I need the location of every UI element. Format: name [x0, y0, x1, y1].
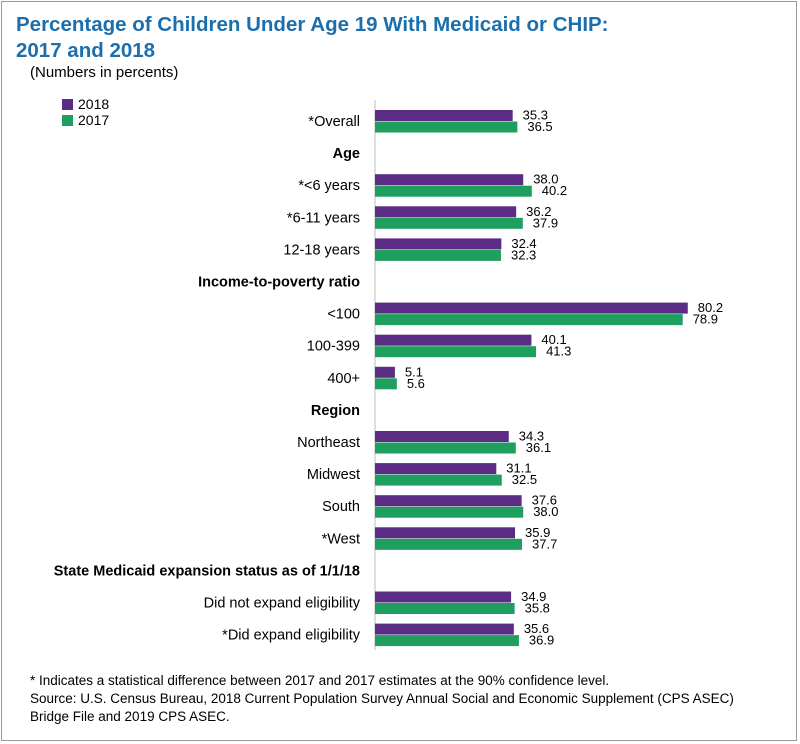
bar-2018-400: [375, 366, 395, 378]
bar-2018-6-11-years: [375, 206, 517, 218]
legend-swatch-2018: [62, 99, 73, 110]
chart-title-line-2: 2017 and 2018: [16, 39, 156, 62]
bar-2017-south: [375, 506, 524, 518]
data-label-2018-400: 5.1: [405, 364, 423, 379]
data-label-2018-northeast: 34.3: [519, 429, 544, 444]
bar-2017-west: [375, 538, 523, 550]
legend-swatch-2017: [62, 115, 73, 126]
category-label-12-18-years: 12-18 years: [283, 242, 360, 258]
chart-title: Percentage of Children Under Age 19 With…: [16, 12, 716, 64]
chart-subtitle: (Numbers in percents): [30, 64, 179, 81]
data-label-2017-midwest: 32.5: [512, 472, 537, 487]
data-label-2017-northeast: 36.1: [526, 440, 551, 455]
bar-2017-400: [375, 378, 397, 390]
category-label-south: South: [322, 499, 360, 515]
source-line-2: Bridge File and 2019 CPS ASEC.: [30, 709, 230, 724]
data-label-2018-did-not-expand-eligibility: 34.9: [521, 589, 546, 604]
data-label-2017-did-not-expand-eligibility: 35.8: [525, 601, 550, 616]
data-label-2018-100-399: 40.1: [541, 332, 566, 347]
category-label-100: <100: [327, 307, 360, 323]
data-label-2018-6-11-years: 36.2: [526, 204, 551, 219]
bar-2017-12-18-years: [375, 249, 501, 261]
category-label-100-399: 100-399: [307, 339, 360, 355]
data-label-2017-west: 37.7: [532, 536, 557, 551]
bar-2017-100: [375, 314, 683, 326]
data-label-2018-did-expand-eligibility: 35.6: [524, 621, 549, 636]
bar-2018-100-399: [375, 334, 532, 346]
data-label-2018-south: 37.6: [532, 493, 557, 508]
bar-2018-west: [375, 527, 516, 539]
bar-2017-100-399: [375, 346, 537, 358]
bar-2018-100: [375, 302, 688, 314]
bar-2018-northeast: [375, 431, 509, 442]
data-label-2018-6-years: 38.0: [533, 172, 558, 187]
data-label-2018-overall: 35.3: [523, 108, 548, 123]
category-label-did-not-expand-eligibility: Did not expand eligibility: [204, 596, 361, 612]
data-label-2017-100-399: 41.3: [546, 344, 571, 359]
bar-2018-6-years: [375, 174, 524, 186]
bar-2018-12-18-years: [375, 238, 502, 250]
bar-2018-did-expand-eligibility: [375, 623, 514, 635]
data-label-2017-south: 38.0: [533, 504, 558, 519]
bar-2017-northeast: [375, 442, 516, 454]
category-label-northeast: Northeast: [297, 435, 360, 451]
category-label-400: 400+: [327, 371, 360, 387]
data-label-2018-west: 35.9: [525, 525, 550, 540]
data-label-2018-midwest: 31.1: [506, 461, 531, 476]
chart-title-line-1: Percentage of Children Under Age 19 With…: [16, 13, 609, 36]
group-header-region: Region: [311, 403, 360, 419]
bar-2017-did-expand-eligibility: [375, 635, 519, 647]
data-label-2017-overall: 36.5: [527, 119, 552, 134]
data-label-2017-100: 78.9: [693, 312, 718, 327]
bar-2017-6-11-years: [375, 217, 523, 229]
group-header-age: Age: [333, 146, 360, 162]
data-label-2017-6-11-years: 37.9: [533, 215, 558, 230]
category-label-6-11-years: *6-11 years: [287, 210, 360, 226]
group-header-income-to-poverty-ratio: Income-to-poverty ratio: [198, 275, 360, 291]
footnote: * Indicates a statistical difference bet…: [30, 673, 610, 688]
bar-2017-6-years: [375, 185, 532, 197]
category-label-midwest: Midwest: [307, 467, 360, 483]
data-label-2017-12-18-years: 32.3: [511, 247, 536, 262]
data-label-2018-12-18-years: 32.4: [511, 236, 536, 251]
data-label-2018-100: 80.2: [698, 300, 723, 315]
legend-label-2017: 2017: [78, 112, 109, 128]
bar-2018-did-not-expand-eligibility: [375, 591, 512, 603]
bar-2018-midwest: [375, 463, 497, 475]
category-label-overall: *Overall: [308, 114, 360, 130]
legend-label-2018: 2018: [78, 96, 109, 112]
group-header-state-medicaid-expansion-status-as-of-1-1-18: State Medicaid expansion status as of 1/…: [54, 563, 360, 579]
category-label-did-expand-eligibility: *Did expand eligibility: [222, 628, 361, 644]
bar-2017-overall: [375, 121, 518, 133]
data-label-2017-did-expand-eligibility: 36.9: [529, 633, 554, 648]
bar-2018-south: [375, 495, 522, 507]
data-label-2017-400: 5.6: [407, 376, 425, 391]
bar-2018-overall: [375, 110, 513, 121]
source-line-1: Source: U.S. Census Bureau, 2018 Current…: [30, 691, 734, 706]
data-label-2017-6-years: 40.2: [542, 183, 567, 198]
chart-notes: * Indicates a statistical difference bet…: [30, 672, 790, 726]
category-label-west: *West: [322, 531, 360, 547]
category-label-6-years: *<6 years: [298, 178, 360, 194]
bar-2017-midwest: [375, 474, 502, 486]
bar-2017-did-not-expand-eligibility: [375, 603, 515, 614]
